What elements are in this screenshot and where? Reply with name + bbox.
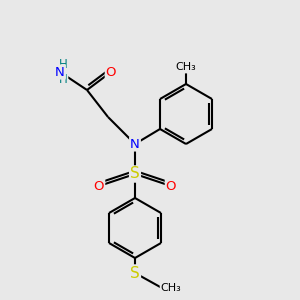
Text: H: H (58, 58, 68, 71)
Text: S: S (130, 167, 140, 182)
Text: CH₃: CH₃ (176, 62, 197, 73)
Text: O: O (106, 65, 116, 79)
Text: H: H (58, 73, 68, 86)
Text: S: S (130, 266, 140, 280)
Text: O: O (94, 179, 104, 193)
Text: CH₃: CH₃ (160, 283, 182, 293)
Text: N: N (130, 137, 140, 151)
Text: N: N (55, 65, 65, 79)
Text: O: O (166, 179, 176, 193)
